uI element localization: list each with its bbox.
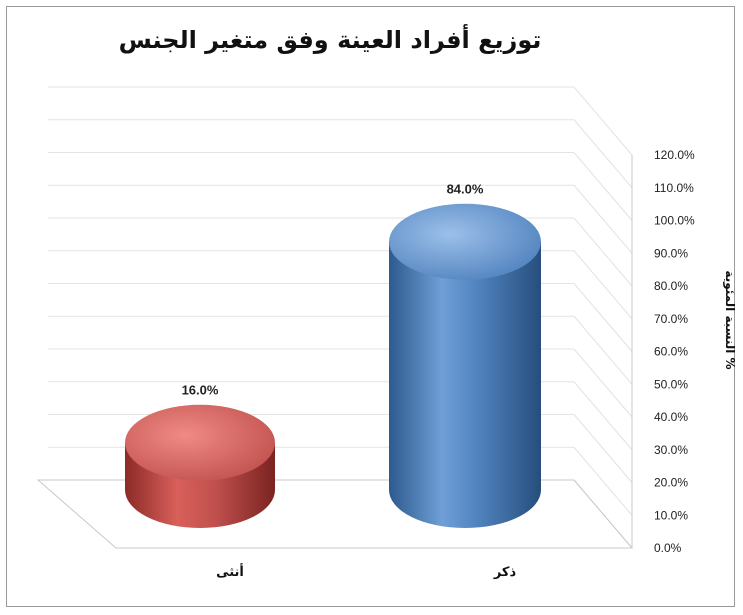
data-label: 84.0% <box>447 182 484 197</box>
y-tick-label: 0.0% <box>654 541 682 555</box>
chart-title: توزيع أفراد العينة وفق متغير الجنس <box>118 26 542 54</box>
chart-frame <box>6 6 735 607</box>
bar-body <box>389 241 541 528</box>
bar-top <box>389 203 541 280</box>
gridline-side <box>573 184 633 254</box>
y-tick-label: 110.0% <box>654 181 694 195</box>
gridline-side <box>573 152 633 221</box>
y-tick-label: 100.0% <box>654 214 695 228</box>
gridline-side <box>573 86 633 156</box>
y-tick-label: 60.0% <box>654 345 688 359</box>
y-tick-label: 70.0% <box>654 312 688 326</box>
gridline-side <box>573 217 633 287</box>
y-tick-label: 30.0% <box>654 443 688 457</box>
gridline-side <box>573 348 633 418</box>
y-tick-label: 40.0% <box>654 410 688 424</box>
y-tick-label: 50.0% <box>654 377 688 391</box>
y-tick-label: 90.0% <box>654 246 688 260</box>
gridline-side <box>573 315 633 385</box>
bar <box>125 404 275 528</box>
x-tick-label: أنثى <box>216 563 244 580</box>
y-axis-label: النسبة المئوية % <box>722 270 737 369</box>
bar <box>389 203 541 528</box>
gridline-side <box>573 283 633 352</box>
gridline-side <box>573 414 633 483</box>
y-tick-label: 20.0% <box>654 476 688 490</box>
y-tick-label: 80.0% <box>654 279 688 293</box>
gridline-side <box>573 250 633 320</box>
gridline-side <box>573 381 633 451</box>
gridline-side <box>573 119 633 189</box>
data-label: 16.0% <box>182 383 219 398</box>
x-tick-label: ذكر <box>493 565 517 580</box>
y-tick-label: 120.0% <box>654 148 695 162</box>
y-tick-label: 10.0% <box>654 508 688 522</box>
bar-top <box>125 404 275 481</box>
gridline-side <box>573 446 633 516</box>
